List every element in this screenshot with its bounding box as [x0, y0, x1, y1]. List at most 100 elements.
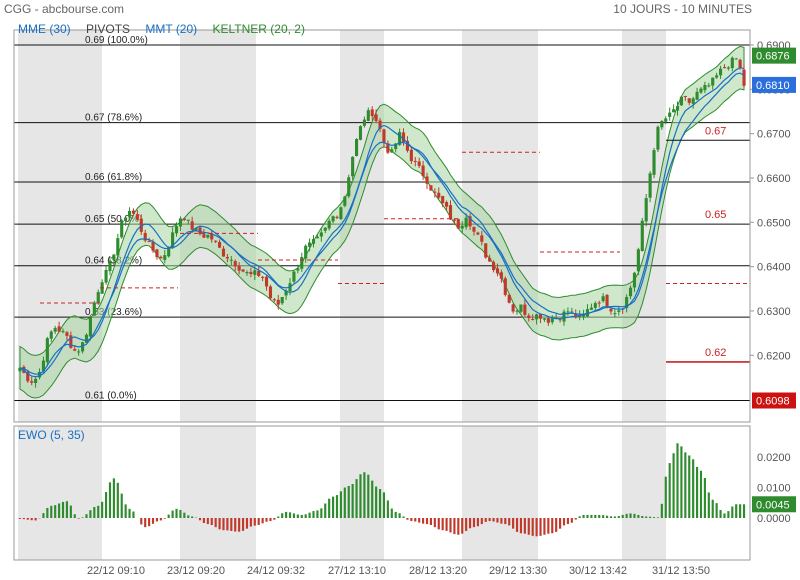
candle-body: [182, 218, 186, 221]
candle-body: [151, 241, 155, 251]
y-tick-label: 0.6400: [757, 262, 791, 274]
session-shade: [340, 426, 384, 560]
candle-body: [186, 219, 190, 221]
candle-body: [691, 98, 695, 104]
candle-body: [171, 232, 175, 248]
candle-body: [229, 259, 233, 261]
candle-body: [601, 296, 605, 302]
candle-body: [264, 276, 269, 287]
candle-body: [194, 228, 198, 232]
candle-body: [480, 235, 484, 242]
candle-body: [159, 256, 163, 259]
candle-body: [672, 109, 676, 113]
candle-body: [644, 198, 648, 222]
candle-body: [249, 271, 253, 275]
candle-body: [65, 332, 69, 336]
candle-body: [632, 272, 637, 288]
candle-body: [648, 173, 652, 198]
fib-level-label: 0.65 (50.0%): [85, 214, 142, 225]
x-tick-label: 27/12 13:10: [328, 565, 386, 577]
candle-body: [57, 326, 61, 332]
candle-body: [143, 232, 147, 241]
legend-mmt[interactable]: MMT (20): [145, 22, 198, 36]
candle-body: [311, 239, 316, 244]
candle-body: [452, 219, 456, 221]
fib-level-label: 0.67 (78.6%): [85, 113, 142, 124]
candle-body: [527, 315, 531, 319]
candle-body: [679, 96, 683, 106]
mmt-line: [19, 66, 745, 378]
pivot-label: 0.65: [705, 209, 726, 221]
candle-body: [190, 221, 194, 230]
y-tick-label: 0.6600: [757, 173, 791, 185]
candle-body: [683, 95, 687, 97]
candle-body: [358, 126, 363, 140]
x-tick-label: 28/12 13:20: [409, 565, 467, 577]
last-price-badge-text: 0.6876: [756, 51, 790, 63]
y-tick-label: 0.6700: [757, 129, 791, 141]
candle-body: [668, 112, 672, 117]
candle-body: [178, 218, 182, 227]
candle-body: [429, 185, 433, 191]
candle-body: [206, 234, 210, 238]
last-price-badge: [752, 47, 796, 64]
candle-body: [61, 331, 65, 333]
ewo-y-tick-label: 0.0000: [757, 513, 791, 525]
ewo-y-tick-label: 0.0200: [757, 452, 791, 464]
candle-body: [589, 307, 593, 310]
candle-body: [18, 367, 22, 372]
y-tick-label: 0.6300: [757, 306, 791, 318]
candle-body: [214, 240, 218, 242]
candle-body: [722, 67, 727, 69]
ma-value-badge: [752, 76, 796, 93]
candle-body: [441, 196, 445, 203]
ewo-label: EWO (5, 35): [18, 428, 85, 442]
candle-body: [81, 342, 85, 352]
legend-pivots[interactable]: PIVOTS: [86, 22, 131, 36]
candle-body: [319, 232, 323, 237]
mme-line: [19, 72, 745, 375]
candle-body: [695, 91, 699, 100]
candle-body: [268, 286, 273, 299]
candle-body: [331, 216, 335, 222]
candle-body: [425, 176, 429, 184]
keltner-band: [19, 45, 745, 399]
y-tick-label: 0.6200: [757, 350, 791, 362]
candle-body: [245, 272, 249, 274]
candle-body: [116, 238, 120, 256]
candle-body: [417, 161, 421, 166]
candle-body: [237, 265, 241, 271]
candle-body: [77, 351, 81, 353]
candle-body: [343, 196, 347, 206]
candle-body: [472, 226, 476, 232]
candle-body: [218, 242, 222, 248]
candle-body: [433, 191, 437, 193]
candle-body: [351, 156, 355, 177]
session-shade: [622, 30, 666, 422]
candle-body: [49, 331, 53, 339]
candle-body: [88, 317, 92, 337]
candle-body: [566, 311, 570, 313]
x-tick-label: 31/12 13:50: [652, 565, 710, 577]
candle-body: [715, 75, 719, 78]
candle-body: [464, 217, 468, 228]
candle-body: [73, 349, 77, 351]
candle-body: [562, 311, 566, 322]
candle-body: [507, 294, 511, 303]
candle-body: [155, 249, 159, 258]
candle-body: [703, 85, 707, 91]
candle-body: [421, 165, 425, 177]
candle-body: [225, 256, 229, 259]
candle-body: [327, 220, 331, 229]
candle-body: [120, 220, 124, 238]
session-shade: [622, 426, 666, 560]
pivot-label: 0.62: [705, 347, 726, 359]
candle-body: [515, 310, 519, 312]
candle-body: [558, 319, 562, 321]
legend-keltner[interactable]: KELTNER (20, 2): [212, 22, 305, 36]
legend-mme[interactable]: MME (30): [18, 22, 71, 36]
fib-level-label: 0.69 (100.0%): [85, 35, 148, 46]
candle-body: [276, 299, 280, 305]
candle-body: [546, 318, 550, 323]
chart-symbol: CGG - abcbourse.com: [4, 2, 125, 16]
